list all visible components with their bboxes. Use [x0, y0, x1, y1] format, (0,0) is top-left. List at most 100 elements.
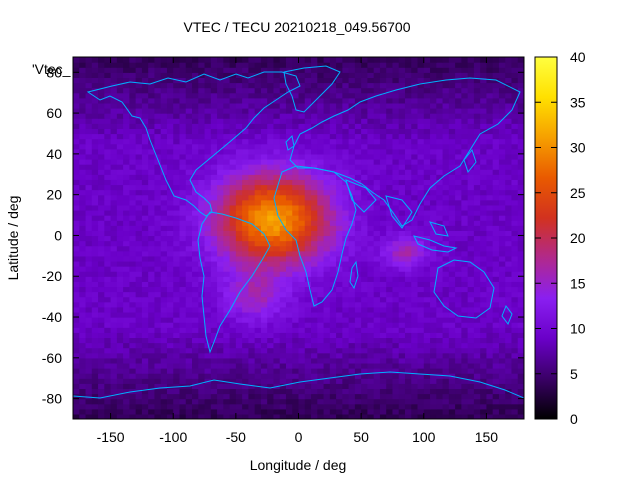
- heatmap-cell: [417, 332, 425, 339]
- heatmap-cell: [79, 245, 87, 252]
- heatmap-cell: [298, 271, 306, 277]
- heatmap-cell: [498, 194, 506, 201]
- heatmap-cell: [104, 240, 112, 247]
- heatmap-cell: [141, 276, 149, 282]
- heatmap-cell: [192, 383, 199, 390]
- heatmap-cell: [73, 342, 80, 349]
- heatmap-cell: [423, 357, 431, 364]
- heatmap-cell: [160, 347, 168, 354]
- heatmap-cell: [141, 347, 149, 354]
- heatmap-cell: [311, 82, 318, 89]
- heatmap-cell: [411, 67, 419, 73]
- heatmap-cell: [436, 209, 444, 216]
- heatmap-cell: [354, 77, 362, 84]
- heatmap-cell: [192, 220, 199, 226]
- heatmap-cell: [448, 347, 456, 354]
- heatmap-cell: [436, 291, 444, 298]
- heatmap-cell: [336, 128, 343, 135]
- heatmap-cell: [223, 107, 231, 114]
- heatmap-cell: [411, 352, 419, 359]
- heatmap-cell: [279, 388, 287, 395]
- heatmap-cell: [498, 189, 506, 196]
- heatmap-cell: [260, 118, 268, 124]
- heatmap-cell: [98, 189, 105, 196]
- heatmap-cell: [417, 123, 425, 129]
- heatmap-cell: [198, 245, 206, 252]
- heatmap-cell: [448, 77, 456, 84]
- heatmap-cell: [311, 92, 318, 99]
- heatmap-cell: [135, 245, 143, 252]
- heatmap-cell: [98, 102, 105, 109]
- heatmap-cell: [461, 413, 469, 419]
- heatmap-cell: [85, 174, 93, 180]
- heatmap-cell: [430, 158, 437, 165]
- heatmap-cell: [254, 271, 262, 277]
- heatmap-cell: [254, 393, 262, 400]
- heatmap-cell: [91, 388, 99, 395]
- heatmap-cell: [267, 362, 275, 369]
- heatmap-cell: [254, 164, 262, 170]
- heatmap-cell: [498, 133, 506, 140]
- heatmap-cell: [91, 123, 99, 129]
- heatmap-cell: [317, 413, 325, 419]
- heatmap-cell: [411, 158, 419, 165]
- heatmap-cell: [480, 123, 488, 129]
- heatmap-cell: [273, 143, 281, 150]
- heatmap-cell: [448, 398, 456, 405]
- heatmap-cell: [430, 133, 437, 140]
- heatmap-cell: [198, 82, 206, 89]
- heatmap-cell: [317, 260, 325, 267]
- heatmap-cell: [79, 271, 87, 277]
- heatmap-cell: [486, 388, 494, 395]
- heatmap-cell: [110, 250, 118, 257]
- heatmap-cell: [423, 281, 431, 288]
- heatmap-cell: [260, 296, 268, 303]
- heatmap-cell: [348, 245, 356, 252]
- heatmap-cell: [204, 67, 212, 73]
- heatmap-cell: [223, 235, 231, 242]
- heatmap-cell: [448, 260, 456, 267]
- heatmap-cell: [185, 291, 193, 298]
- heatmap-cell: [342, 143, 350, 150]
- heatmap-cell: [285, 240, 293, 247]
- heatmap-cell: [505, 215, 513, 221]
- heatmap-cell: [473, 342, 481, 349]
- heatmap-cell: [248, 378, 256, 384]
- heatmap-cell: [336, 77, 343, 84]
- heatmap-cell: [192, 97, 199, 104]
- heatmap-cell: [98, 347, 105, 354]
- heatmap-cell: [461, 311, 469, 318]
- heatmap-cell: [430, 286, 437, 293]
- heatmap-cell: [173, 342, 181, 349]
- heatmap-cell: [235, 332, 243, 339]
- heatmap-cell: [110, 158, 118, 165]
- heatmap-cell: [160, 306, 168, 313]
- heatmap-cell: [298, 317, 306, 323]
- heatmap-cell: [411, 266, 419, 272]
- heatmap-cell: [304, 225, 312, 231]
- heatmap-cell: [317, 158, 325, 165]
- heatmap-cell: [260, 107, 268, 114]
- heatmap-cell: [198, 194, 206, 201]
- heatmap-cell: [242, 311, 249, 318]
- heatmap-cell: [279, 107, 287, 114]
- heatmap-cell: [141, 230, 149, 237]
- heatmap-cell: [129, 169, 137, 175]
- heatmap-cell: [254, 413, 262, 419]
- heatmap-cell: [311, 337, 318, 344]
- heatmap-cell: [173, 164, 181, 170]
- heatmap-cell: [179, 342, 187, 349]
- heatmap-cell: [248, 245, 256, 252]
- heatmap-cell: [361, 250, 368, 257]
- heatmap-cell: [279, 113, 287, 119]
- heatmap-cell: [480, 67, 488, 73]
- heatmap-cell: [210, 230, 218, 237]
- heatmap-cell: [461, 306, 469, 313]
- heatmap-cell: [436, 138, 444, 145]
- heatmap-cell: [511, 327, 519, 333]
- heatmap-cell: [367, 97, 375, 104]
- heatmap-cell: [367, 230, 375, 237]
- heatmap-cell: [160, 102, 168, 109]
- heatmap-cell: [505, 266, 513, 272]
- heatmap-cell: [217, 357, 224, 364]
